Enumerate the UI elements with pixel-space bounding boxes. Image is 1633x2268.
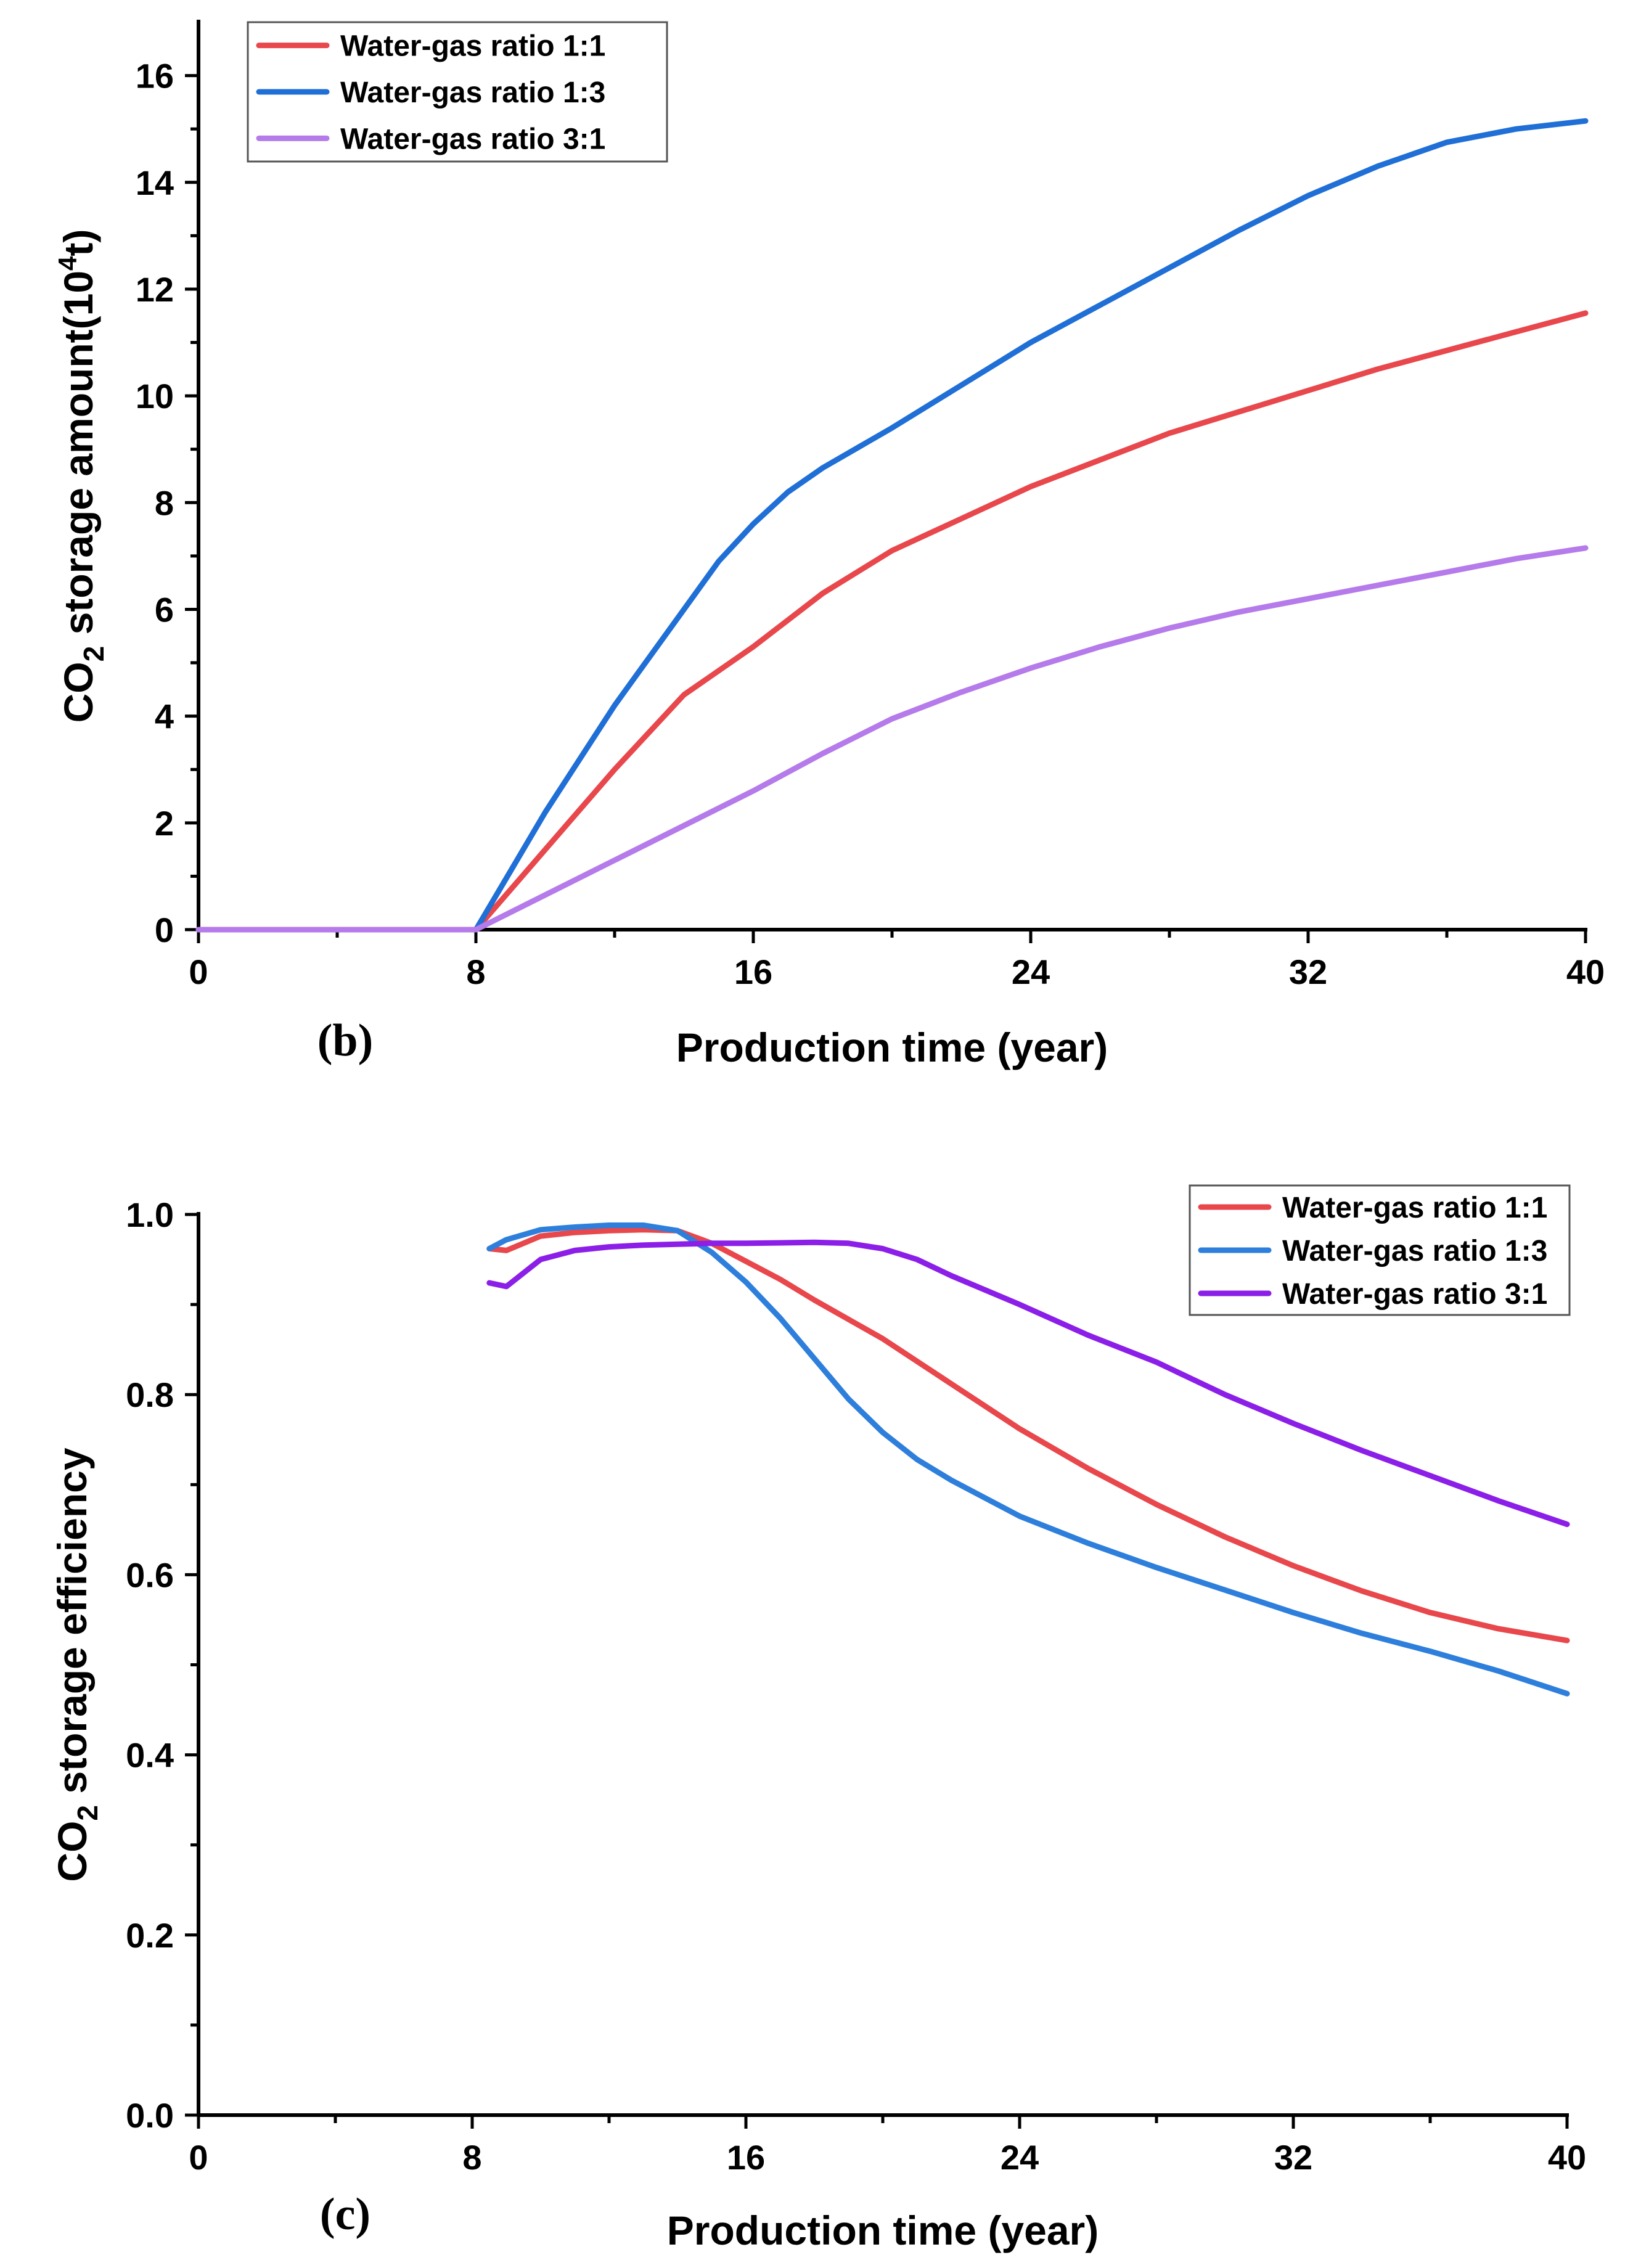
y-tick-label: 16	[136, 57, 174, 96]
y-tick-label: 14	[136, 163, 174, 202]
series-line-2	[195, 118, 1589, 933]
y-tick-label: 0.6	[126, 1555, 174, 1594]
x-axis-title: Production time (year)	[676, 1025, 1108, 1070]
x-tick-label: 24	[1012, 952, 1050, 991]
legend-label: Water-gas ratio 3:1	[1282, 1278, 1547, 1311]
chart-panel-c: 0 8 16 24 32 40 0.0 0.2 0.4 0.6 0.8 1.0 Water-gas ra…	[49, 1184, 1586, 2253]
x-axis-title: Production time (year)	[667, 2208, 1099, 2253]
y-tick-label: 0.0	[126, 2096, 174, 2135]
y-tick-label: 12	[136, 270, 174, 309]
x-tick-label: 24	[1001, 2138, 1039, 2177]
y-tick-label: 8	[155, 483, 174, 522]
y-tick-label: 6	[155, 590, 174, 629]
x-tick-label: 16	[734, 952, 772, 991]
legend-label: Water-gas ratio 3:1	[340, 123, 605, 155]
y-tick-label: 0.8	[126, 1375, 174, 1414]
x-tick-label: 8	[466, 952, 485, 991]
y-tick-label: 1.0	[126, 1195, 174, 1234]
series-line-3	[195, 545, 1589, 933]
y-tick-label: 2	[155, 804, 174, 843]
y-tick-label: 0.2	[126, 1916, 174, 1955]
panel-label: (b)	[317, 1015, 373, 1066]
series-line-1	[195, 310, 1589, 933]
y-tick-label: 4	[155, 697, 174, 736]
x-tick-label: 32	[1289, 952, 1327, 991]
x-tick-label: 0	[189, 2138, 208, 2177]
series-line-2	[486, 1222, 1570, 1697]
legend-label: Water-gas ratio 1:3	[1282, 1235, 1547, 1267]
y-axis-title: CO2 storage amount(104t)	[53, 229, 110, 723]
x-tick-label: 32	[1274, 2138, 1312, 2177]
legend-label: Water-gas ratio 1:1	[340, 30, 605, 63]
x-tick-label: 40	[1548, 2138, 1586, 2177]
y-tick-label: 0	[155, 911, 174, 949]
y-axis-title: CO2 storage efficiency	[49, 1447, 104, 1881]
y-tick-label: 10	[136, 377, 174, 416]
x-tick-label: 0	[189, 952, 208, 991]
y-tick-label: 0.4	[126, 1736, 174, 1775]
x-tick-label: 40	[1566, 952, 1605, 991]
x-tick-label: 8	[462, 2138, 481, 2177]
x-tick-label: 16	[727, 2138, 765, 2177]
series-line-1	[486, 1227, 1570, 1644]
legend-label: Water-gas ratio 1:1	[1282, 1192, 1547, 1224]
panel-label: (c)	[320, 2189, 370, 2240]
series-line-3	[486, 1239, 1570, 1528]
legend-label: Water-gas ratio 1:3	[340, 76, 605, 109]
